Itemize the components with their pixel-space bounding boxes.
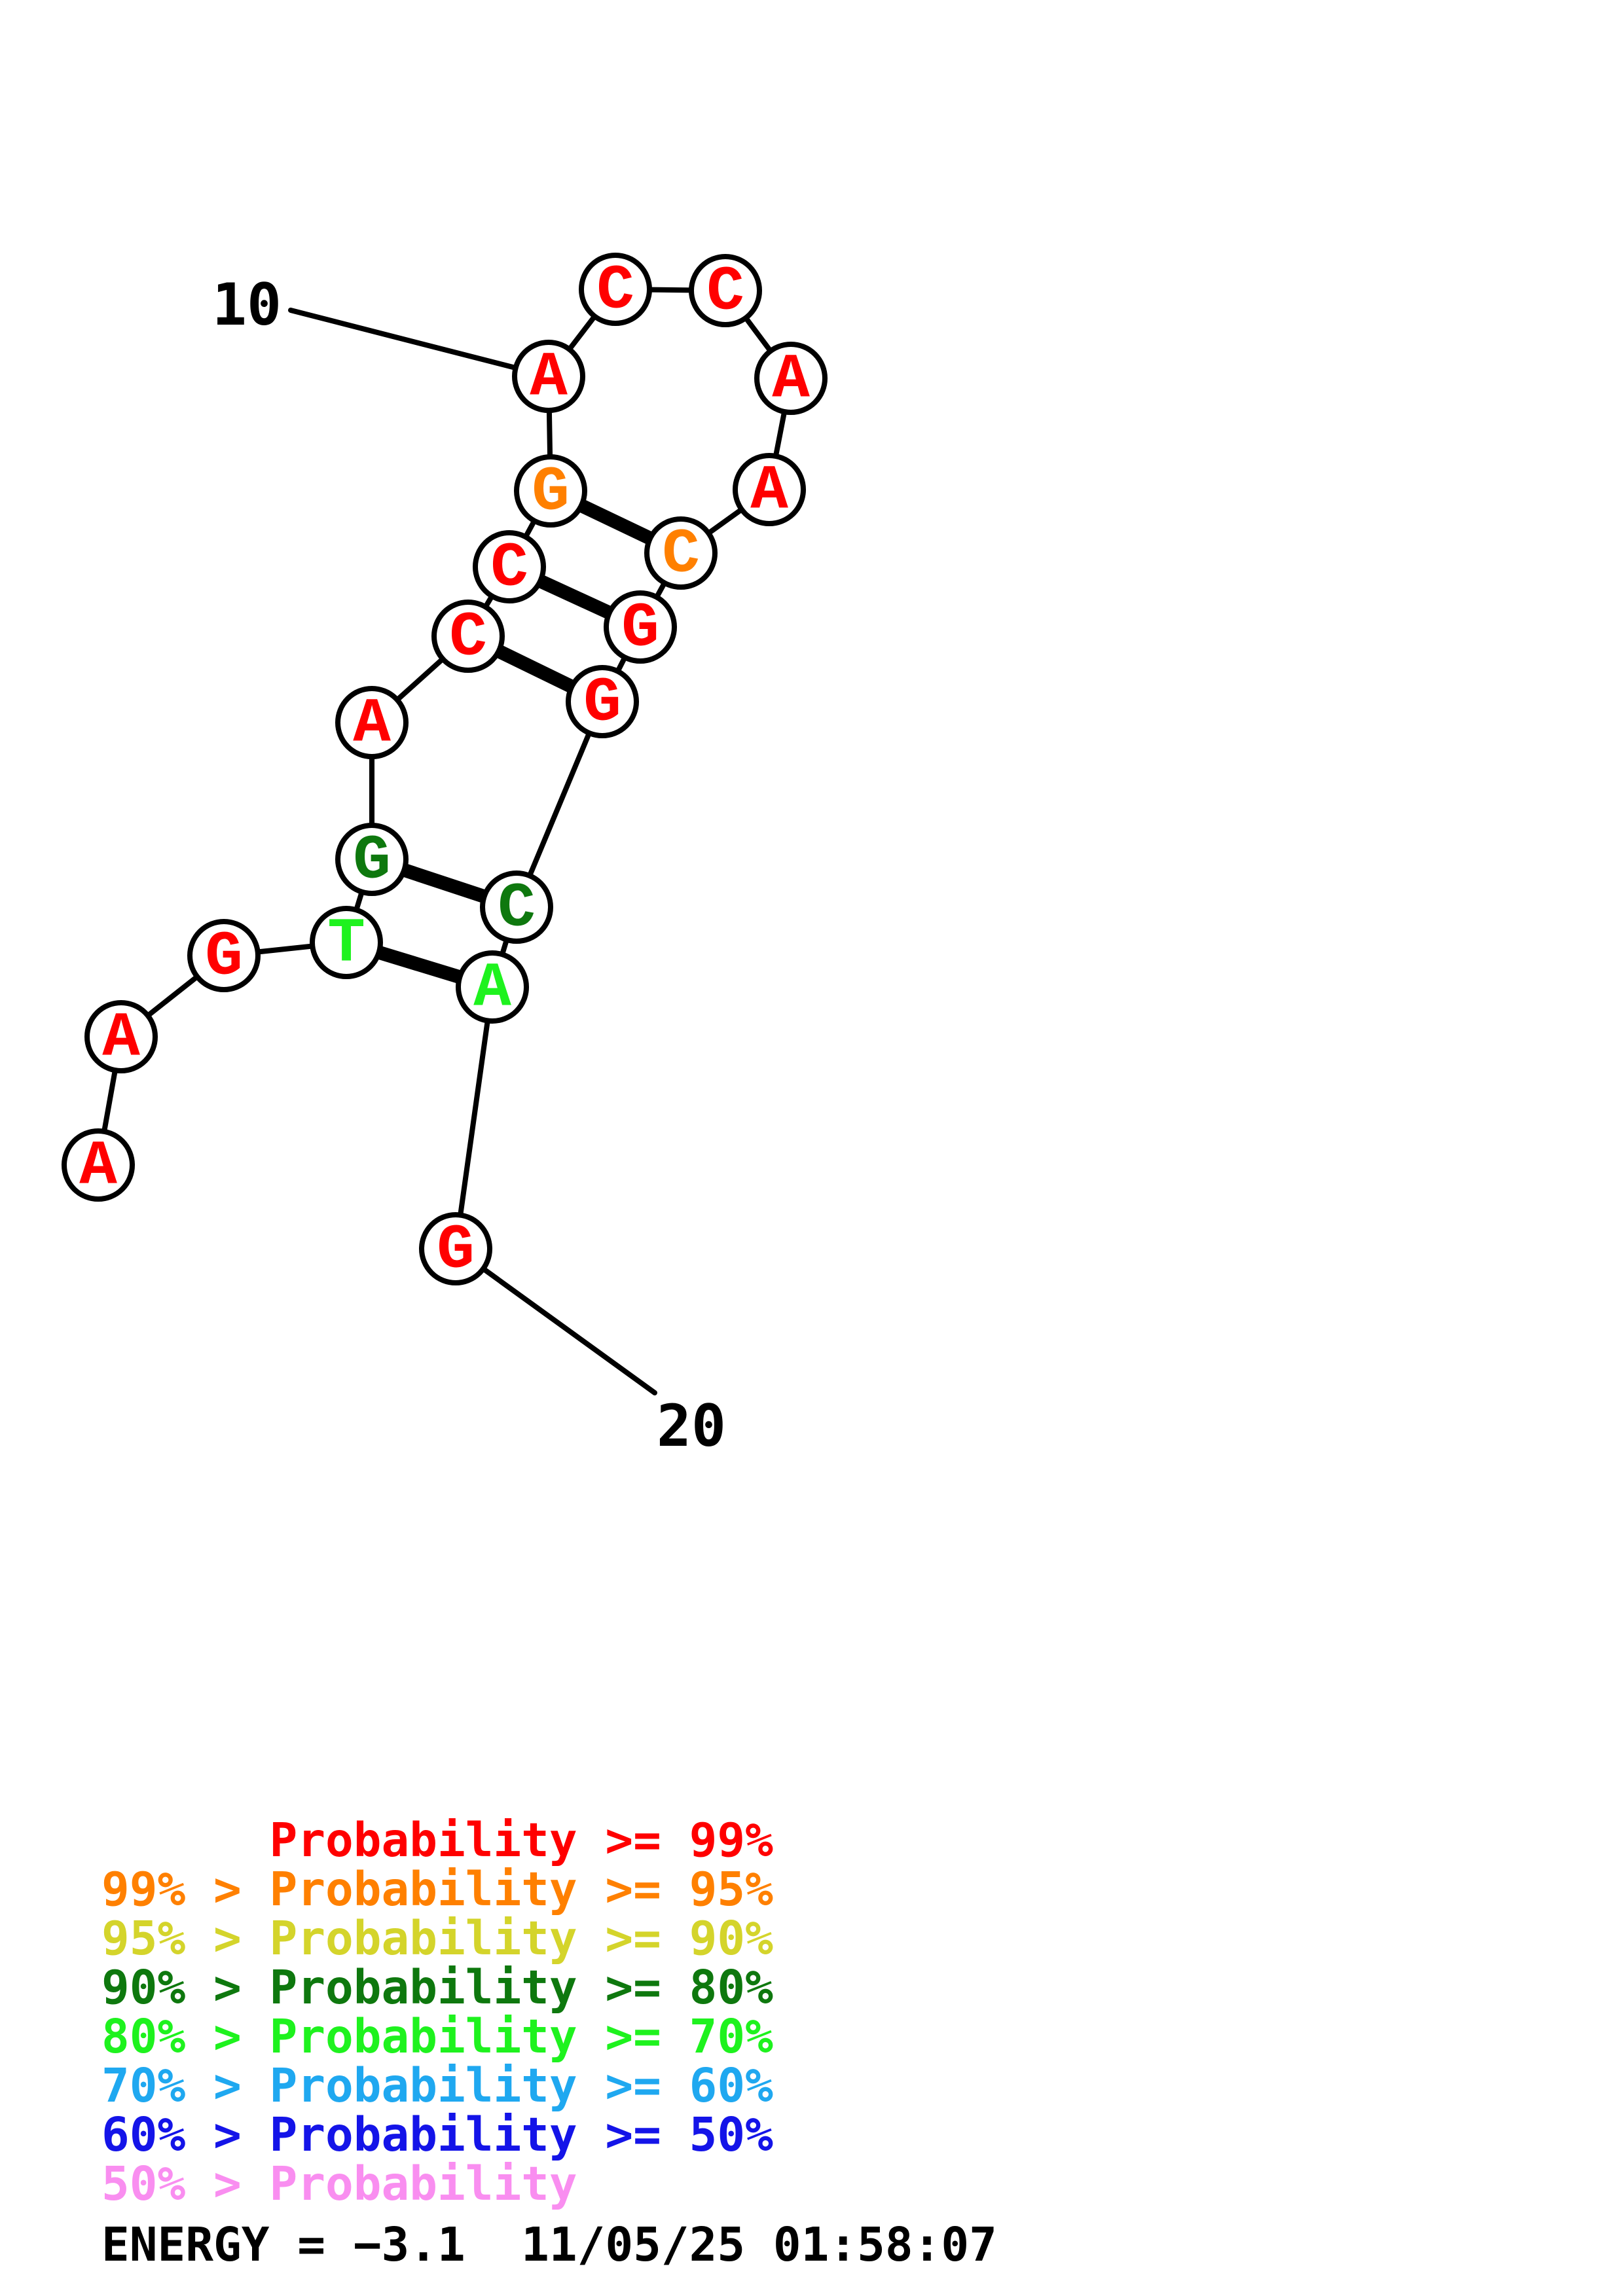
- nucleotide-base-19: A: [473, 953, 511, 1024]
- legend-line-prob-90-95: 95% > Probability >= 90%: [101, 1911, 773, 1965]
- nucleotide-circle-5: [335, 823, 409, 896]
- nucleotide-circle-2: [84, 1000, 158, 1073]
- nucleotide-circle-11: [579, 253, 652, 326]
- nucleotide-base-5: G: [353, 825, 391, 897]
- nucleotide-circle-7: [431, 600, 505, 673]
- nucleotide-base-16: G: [621, 593, 659, 664]
- position-labels-layer: 10 20: [212, 271, 726, 1460]
- nucleotide-circle-17: [566, 665, 639, 738]
- nucleotide-circle-4: [310, 906, 383, 979]
- nucleotide-base-10: A: [530, 342, 568, 414]
- nucleotide-base-17: G: [583, 668, 621, 739]
- position-label-20: 20: [657, 1392, 726, 1460]
- nucleotide-circle-16: [604, 590, 677, 664]
- nucleotide-circle-3: [187, 919, 261, 992]
- nucleotide-base-14: A: [750, 456, 788, 527]
- legend-line-prob-lt-50: 50% > Probability: [101, 2157, 577, 2211]
- nucleotide-base-11: C: [596, 255, 634, 327]
- legend-line-prob-ge-99: Probability >= 99%: [269, 1813, 773, 1867]
- position-label-10: 10: [212, 271, 282, 338]
- nucleotide-base-18: C: [498, 873, 536, 944]
- nucleotide-base-20: G: [437, 1215, 475, 1286]
- nucleotide-base-9: G: [532, 457, 570, 528]
- leader-line-20: [453, 1246, 657, 1395]
- legend-line-prob-70-80: 80% > Probability >= 70%: [101, 2009, 773, 2064]
- legend-line-prob-50-60: 60% > Probability >= 50%: [101, 2108, 773, 2162]
- nucleotide-base-6: A: [353, 689, 391, 760]
- nucleotide-base-7: C: [449, 602, 487, 673]
- legend-line-prob-60-70: 70% > Probability >= 60%: [101, 2058, 773, 2113]
- nucleotide-base-3: G: [205, 922, 243, 993]
- label-leader-lines-layer: [288, 308, 657, 1395]
- nucleotide-circles-layer: [62, 253, 828, 1285]
- backbone-bonds-layer: [96, 287, 793, 1251]
- nucleotide-base-2: A: [102, 1003, 140, 1074]
- nucleotide-circle-8: [473, 530, 546, 603]
- nucleotide-circle-19: [456, 950, 529, 1024]
- nucleotide-circle-6: [335, 686, 409, 759]
- nucleotide-base-15: C: [662, 519, 700, 590]
- nucleotide-base-12: C: [706, 257, 744, 328]
- nucleotide-circle-13: [754, 342, 828, 415]
- nucleotide-base-8: C: [490, 533, 528, 604]
- nucleotide-circle-10: [512, 340, 585, 413]
- legend-line-prob-95-99: 99% > Probability >= 95%: [101, 1862, 773, 1916]
- nucleotide-circle-9: [514, 454, 587, 528]
- nucleotide-circle-18: [480, 870, 553, 944]
- backbone-bond-19-20: [453, 984, 495, 1251]
- nucleotide-circle-15: [644, 516, 718, 590]
- nucleotide-circle-1: [62, 1128, 135, 1202]
- nucleotide-circle-20: [419, 1212, 492, 1285]
- legend-line-prob-80-90: 90% > Probability >= 80%: [101, 1960, 773, 2015]
- backbone-bond-17-18: [514, 699, 605, 910]
- leader-line-10: [288, 308, 551, 379]
- nucleotide-base-13: A: [772, 344, 810, 416]
- energy-line: ENERGY = −3.1 11/05/25 01:58:07: [101, 2217, 997, 2272]
- nucleotide-circle-12: [689, 254, 762, 327]
- nucleotide-base-1: A: [79, 1131, 117, 1202]
- nucleotide-circle-14: [733, 453, 806, 526]
- nucleotide-base-4: T: [327, 908, 365, 980]
